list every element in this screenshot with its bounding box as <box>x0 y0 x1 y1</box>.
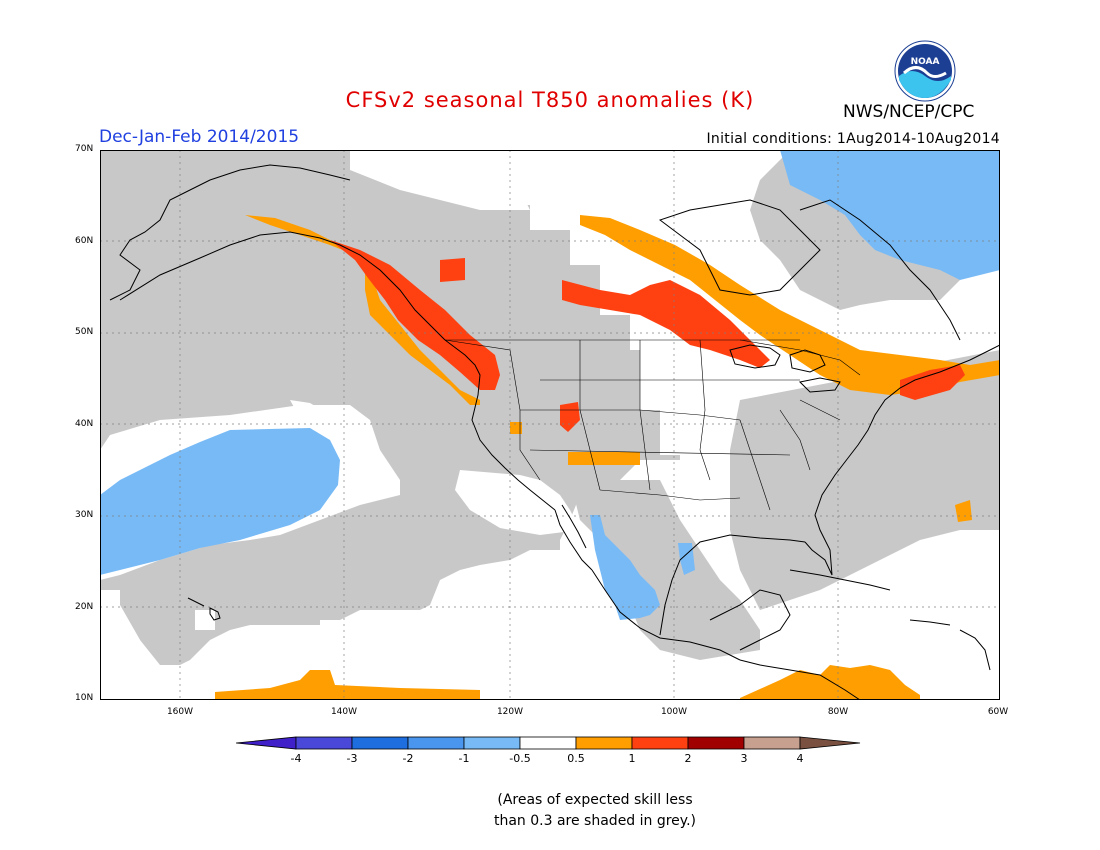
anomaly-map <box>100 150 1000 700</box>
map-title: CFSv2 seasonal T850 anomalies (K) <box>345 88 755 112</box>
colorbar-tick: 3 <box>740 752 748 765</box>
lon-label: 140W <box>330 707 358 717</box>
colorbar-segment <box>295 736 353 750</box>
colorbar-tick: -2 <box>402 752 414 765</box>
colorbar-tick: -4 <box>290 752 302 765</box>
lon-label: 160W <box>166 707 194 717</box>
colorbar-arrow-right <box>799 736 861 750</box>
colorbar-segment <box>407 736 465 750</box>
colorbar-tick: 4 <box>796 752 804 765</box>
coastlines <box>109 164 1000 700</box>
positive-anomaly-regions-low <box>215 215 1000 700</box>
colorbar <box>236 736 861 750</box>
colorbar-segment <box>463 736 521 750</box>
lon-label: 80W <box>827 707 849 717</box>
lat-label: 10N <box>75 693 94 703</box>
lon-label: 60W <box>987 707 1009 717</box>
lat-label: 60N <box>75 236 94 246</box>
agency-label: NWS/NCEP/CPC <box>843 102 975 122</box>
lat-label: 70N <box>75 144 94 154</box>
lon-label: 100W <box>660 707 688 717</box>
colorbar-tick: 0.5 <box>567 752 585 765</box>
skill-note: (Areas of expected skill less than 0.3 a… <box>0 790 1100 832</box>
lat-label: 30N <box>75 510 94 520</box>
forecast-period: Dec-Jan-Feb 2014/2015 <box>99 127 300 147</box>
colorbar-segment <box>687 736 745 750</box>
lon-label: 120W <box>496 707 524 717</box>
initial-conditions: Initial conditions: 1Aug2014-10Aug2014 <box>706 131 1000 147</box>
svg-text:NOAA: NOAA <box>911 57 940 67</box>
colorbar-segment <box>519 736 577 750</box>
skill-note-line1: (Areas of expected skill less <box>497 792 693 808</box>
colorbar-segment <box>631 736 689 750</box>
colorbar-tick: 2 <box>684 752 692 765</box>
colorbar-tick: -0.5 <box>509 752 531 765</box>
colorbar-segment <box>575 736 633 750</box>
colorbar-segment <box>351 736 409 750</box>
lat-label: 40N <box>75 419 94 429</box>
noaa-logo-icon: NOAA <box>894 40 956 102</box>
colorbar-arrow-left <box>236 736 297 750</box>
lat-label: 50N <box>75 327 94 337</box>
colorbar-tick: 1 <box>628 752 636 765</box>
state-borders <box>444 339 861 511</box>
positive-anomaly-regions-high <box>330 240 965 432</box>
lat-label: 20N <box>75 602 94 612</box>
lat-lon-grid <box>100 150 1000 700</box>
negative-anomaly-regions <box>100 150 1000 620</box>
colorbar-tick: -1 <box>458 752 470 765</box>
colorbar-segment <box>743 736 801 750</box>
colorbar-tick: -3 <box>346 752 358 765</box>
skill-note-line2: than 0.3 are shaded in grey.) <box>493 813 696 829</box>
